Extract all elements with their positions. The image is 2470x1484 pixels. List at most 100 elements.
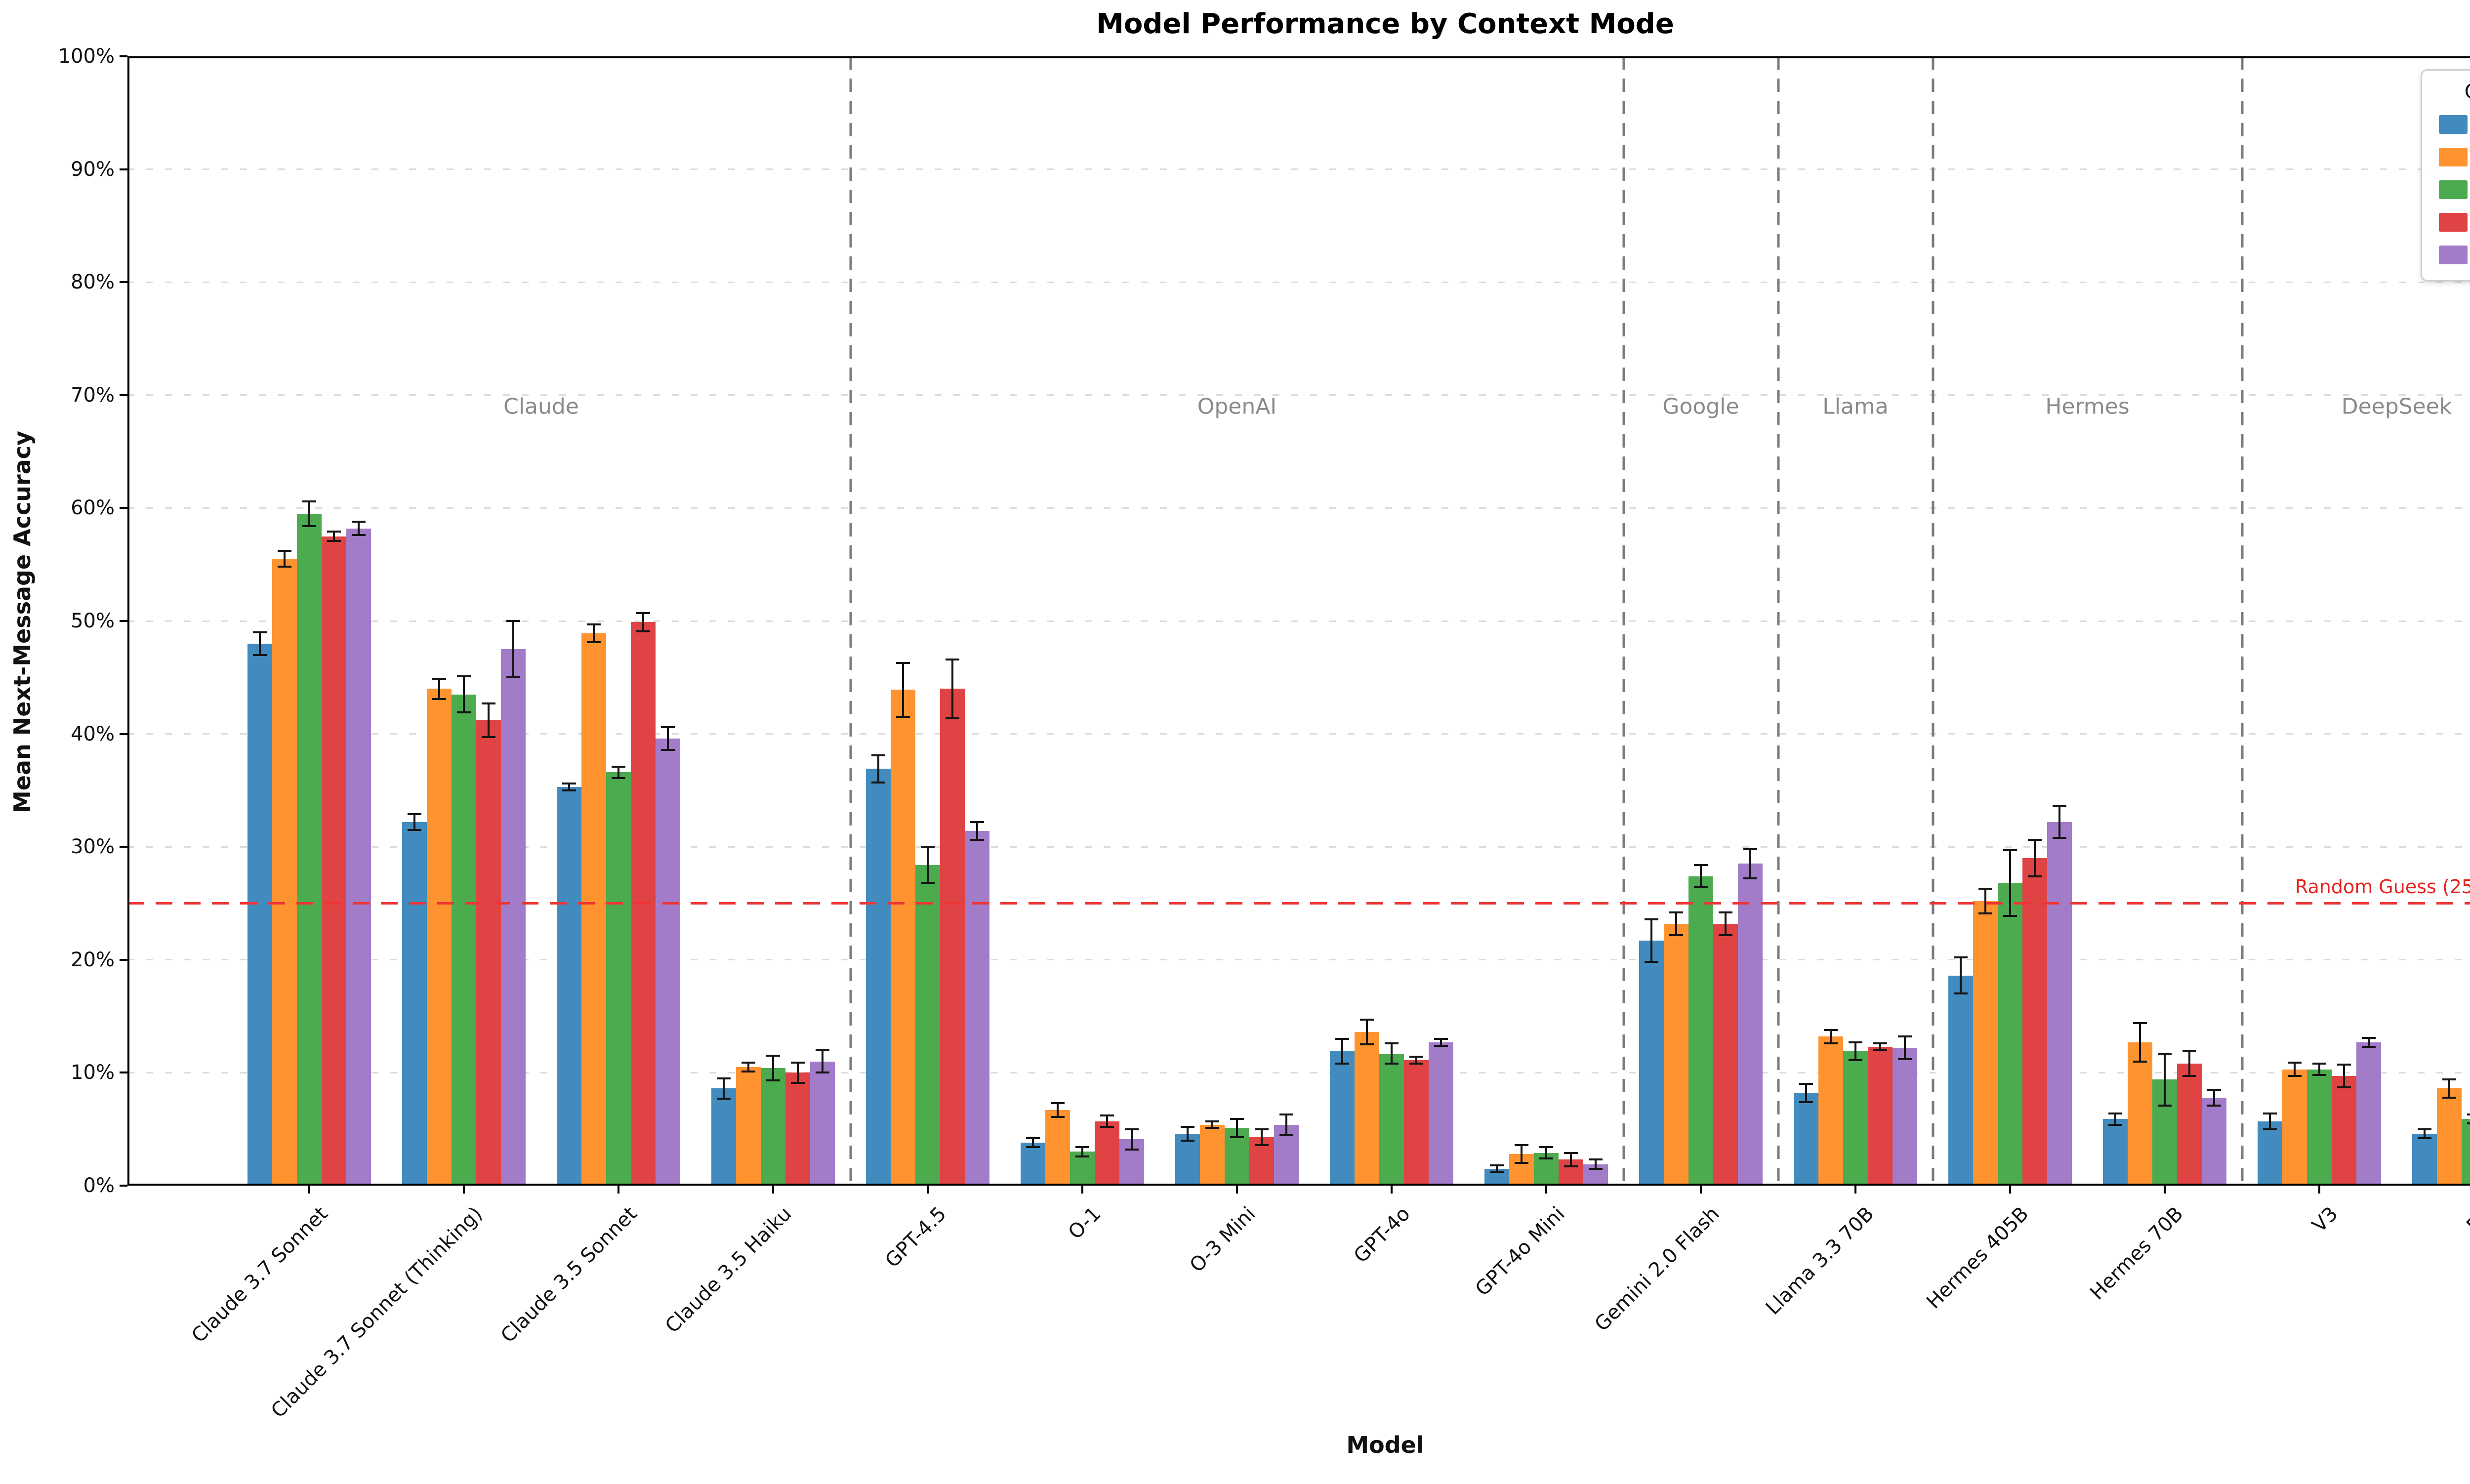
chart-title: Model Performance by Context Mode [127,8,2470,40]
error-bar [1650,919,1652,962]
error-bar [1570,1153,1572,1166]
error-bar-cap [2418,1137,2431,1139]
error-bar [463,676,465,712]
error-bar-cap [1743,877,1757,879]
error-bar [1700,865,1702,888]
bar-100-raw [1095,1121,1119,1186]
y-tick-label: 40% [6,723,115,745]
error-bar-cap [1539,1146,1553,1148]
bar-100-raw [785,1072,810,1186]
bar-100-raw [940,689,965,1186]
error-bar-cap [1230,1136,1244,1138]
error-bar-cap [1205,1120,1219,1122]
bar-100-summary [2047,822,2072,1186]
error-bar-cap [791,1062,805,1064]
bar-50-summary [1998,883,2022,1186]
legend-swatch [2439,246,2468,264]
error-bar-cap [2362,1037,2376,1039]
error-bar-cap [1026,1137,1040,1139]
error-bar [2114,1113,2116,1125]
error-bar-cap [791,1082,805,1084]
bar-no-context [1639,941,1664,1186]
error-bar-cap [587,623,601,625]
error-bar-cap [1978,888,1992,890]
y-tick-mark [120,394,127,396]
bar-50-summary [452,695,476,1186]
error-bar-cap [2312,1074,2326,1076]
error-bar-cap [1873,1049,1887,1051]
x-tick-mark [1854,1186,1856,1194]
bar-no-context [247,644,272,1186]
error-bar [1805,1084,1807,1102]
error-bar [667,727,669,750]
error-bar-cap [1075,1155,1089,1157]
error-bar-cap [896,716,910,718]
x-tick-mark [618,1186,619,1194]
group-label-claude: Claude [369,394,714,419]
error-bar-cap [253,631,267,633]
plot-area: 0%10%20%30%40%50%60%70%80%90%100%Claude … [127,56,2470,1186]
legend: Context Mode No Context50 Raw50 Summary1… [2421,69,2470,282]
legend-entry-no-context: No Context [2422,108,2470,141]
error-bar-cap [1539,1157,1553,1159]
error-bar-cap [1694,886,1708,888]
x-tick-mark [1700,1186,1702,1194]
error-bar-cap [1898,1035,1912,1037]
y-tick-label: 60% [6,496,115,519]
legend-entry-100-summary: 100 Summary [2422,239,2470,271]
bar-no-context [2412,1134,2437,1186]
error-bar-cap [1255,1128,1269,1130]
error-bar-cap [506,676,520,678]
bar-no-context [2103,1119,2128,1186]
error-bar [1749,849,1751,878]
error-bar-cap [2442,1078,2456,1080]
error-bar-cap [1564,1152,1578,1154]
error-bar [259,632,261,655]
error-bar [1057,1103,1059,1116]
error-bar-cap [1719,934,1732,936]
error-bar-cap [1385,1042,1399,1044]
bar-100-summary [1893,1048,1917,1186]
x-tick-mark [1545,1186,1547,1194]
error-bar-cap [1849,1041,1862,1043]
spine-bottom [127,1184,2470,1186]
error-bar-cap [1645,961,1658,963]
error-bar-cap [1409,1056,1423,1058]
error-bar [1675,912,1677,935]
y-tick-label: 70% [6,384,115,407]
bar-no-context [1948,976,1973,1186]
error-bar [2343,1065,2345,1087]
error-bar-cap [506,620,520,622]
error-bar-cap [2337,1086,2351,1088]
y-tick-mark [120,620,127,622]
error-bar-cap [741,1062,755,1064]
error-bar [2213,1090,2215,1106]
error-bar-cap [2418,1128,2431,1130]
x-tick-mark [2318,1186,2320,1194]
legend-entry-100-raw: 100 Raw [2422,206,2470,239]
error-bar-cap [1694,864,1708,866]
error-bar-cap [1824,1029,1838,1031]
spine-top [127,56,2470,58]
group-separator [1777,56,1779,1186]
y-tick-mark [120,733,127,735]
error-bar-cap [1564,1165,1578,1167]
error-bar-cap [327,531,341,533]
random-guess-label: Random Guess (25%) [2153,876,2470,898]
error-bar-cap [741,1071,755,1072]
error-bar-cap [1335,1063,1349,1065]
error-bar [2188,1051,2190,1076]
error-bar-cap [2158,1105,2172,1107]
gridline-80 [127,282,2470,283]
error-bar [2009,850,2011,916]
error-bar-cap [1125,1128,1139,1130]
error-bar [1960,957,1962,993]
legend-title: Context Mode [2422,78,2470,108]
bar-100-summary [346,529,371,1186]
error-bar-cap [2337,1064,2351,1066]
error-bar-cap [1589,1158,1603,1160]
error-bar-cap [1051,1116,1065,1118]
error-bar-cap [1849,1059,1862,1061]
error-bar-cap [970,821,984,823]
error-bar-cap [1589,1168,1603,1170]
